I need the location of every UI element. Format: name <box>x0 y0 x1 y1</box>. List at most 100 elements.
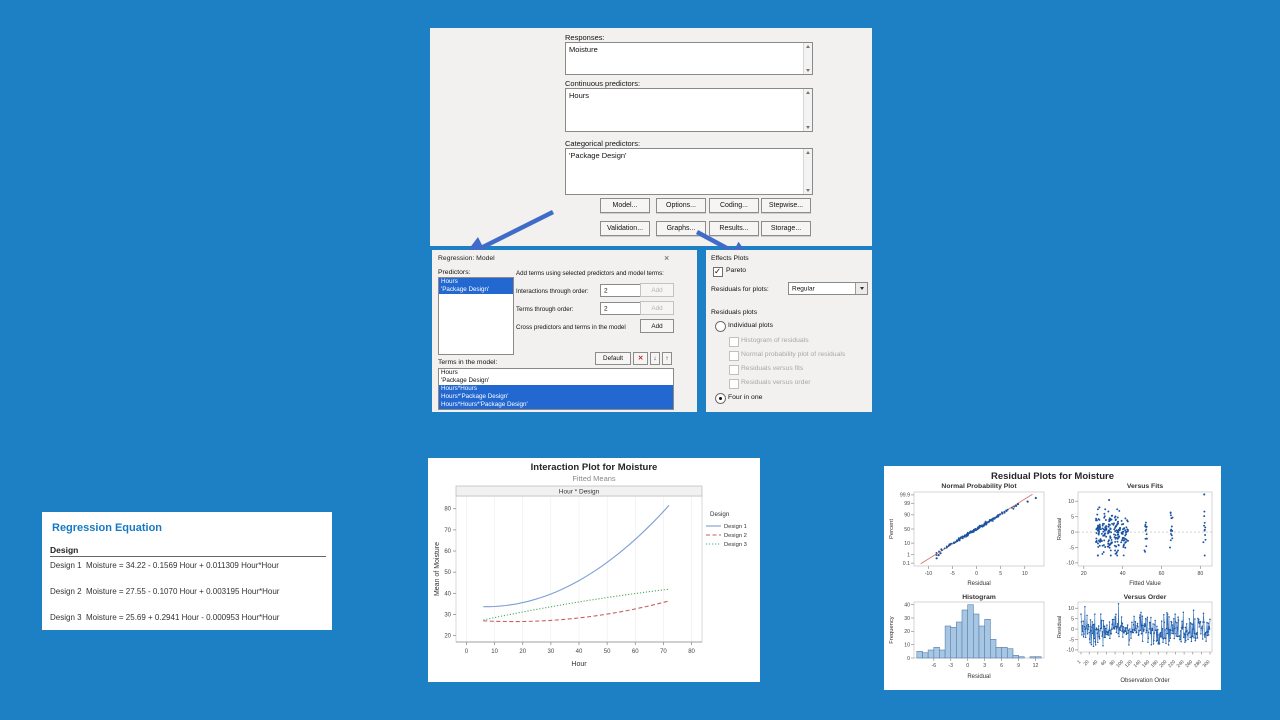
versus-fits-plot: Versus Fits -10 -5 0 5 10 20 40 60 80 Fitted Value… <box>1057 483 1213 587</box>
histogram-residuals-checkbox[interactable] <box>729 337 739 347</box>
interactions-order-label: Interactions through order: <box>516 288 589 295</box>
svg-text:30: 30 <box>548 649 555 655</box>
list-item[interactable]: Hours*Hours <box>439 385 673 393</box>
predictors-list[interactable]: Hours 'Package Design' <box>438 277 514 355</box>
list-item[interactable]: 'Package Design' <box>439 286 513 294</box>
histogram-residuals-label: Histogram of residuals <box>741 337 809 344</box>
options-button[interactable]: Options... <box>656 198 706 213</box>
svg-text:6: 6 <box>1000 663 1003 669</box>
svg-text:80: 80 <box>1108 659 1116 667</box>
svg-text:0.1: 0.1 <box>903 561 910 567</box>
add-terms-button: Add <box>640 301 674 315</box>
scroll-up-icon[interactable] <box>806 91 810 94</box>
svg-text:Observation Order: Observation Order <box>1120 678 1169 684</box>
svg-text:99: 99 <box>904 501 910 507</box>
equation-text: Moisture = 25.69 + 0.2941 Hour - 0.00095… <box>86 613 280 622</box>
responses-value: Moisture <box>569 45 598 54</box>
svg-text:1: 1 <box>907 552 910 558</box>
terms-list[interactable]: Hours 'Package Design' Hours*Hours Hours… <box>438 368 674 410</box>
close-icon[interactable]: × <box>664 253 670 263</box>
list-item[interactable]: Hours <box>441 369 458 376</box>
categorical-predictors-input[interactable]: 'Package Design' <box>565 148 813 195</box>
stepwise-button[interactable]: Stepwise... <box>761 198 811 213</box>
design-column-header: Design <box>50 545 79 555</box>
categorical-predictors-value: 'Package Design' <box>569 151 627 160</box>
residuals-versus-fits-checkbox[interactable] <box>729 365 739 375</box>
svg-text:90: 90 <box>904 513 910 519</box>
individual-plots-radio[interactable] <box>715 321 726 332</box>
svg-text:Versus Order: Versus Order <box>1124 594 1167 601</box>
pareto-checkbox[interactable] <box>713 266 723 277</box>
model-button[interactable]: Model... <box>600 198 650 213</box>
design-label: Design 3 <box>50 613 82 622</box>
regression-equation-title: Regression Equation <box>52 522 163 534</box>
delete-term-icon[interactable]: ✕ <box>633 352 648 365</box>
scroll-down-icon[interactable] <box>806 69 810 72</box>
list-item[interactable]: Hours*Hours*'Package Design' <box>439 401 673 409</box>
svg-text:5: 5 <box>999 571 1002 577</box>
storage-button[interactable]: Storage... <box>761 221 811 236</box>
scroll-up-icon[interactable] <box>806 151 810 154</box>
residuals-for-plots-select[interactable]: Regular <box>788 282 868 295</box>
move-up-icon[interactable]: ↑ <box>662 352 672 365</box>
svg-text:220: 220 <box>1167 659 1177 669</box>
svg-text:80: 80 <box>444 507 451 513</box>
scrollbar[interactable] <box>803 149 812 194</box>
svg-text:0: 0 <box>975 571 978 577</box>
svg-text:-3: -3 <box>948 663 953 669</box>
predictors-label: Predictors: <box>438 269 471 276</box>
svg-text:60: 60 <box>632 649 639 655</box>
scrollbar[interactable] <box>803 43 812 74</box>
svg-text:20: 20 <box>1083 659 1091 667</box>
default-button[interactable]: Default <box>595 352 631 365</box>
svg-text:99.9: 99.9 <box>900 493 910 499</box>
normal-probability-plot: Normal Probability Plot0.111050909999.9-… <box>889 483 1045 587</box>
terms-order-value: 2 <box>604 305 608 312</box>
list-item[interactable]: 'Package Design' <box>441 377 490 384</box>
svg-text:Hour * Design: Hour * Design <box>559 489 600 496</box>
svg-text:Residual: Residual <box>967 674 990 680</box>
scrollbar[interactable] <box>803 89 812 131</box>
continuous-predictors-input[interactable]: Hours <box>565 88 813 132</box>
svg-text:Versus Fits: Versus Fits <box>1127 483 1163 490</box>
scroll-down-icon[interactable] <box>806 126 810 129</box>
coding-button[interactable]: Coding... <box>709 198 759 213</box>
responses-input[interactable]: Moisture <box>565 42 813 75</box>
pareto-label: Pareto <box>726 267 747 274</box>
validation-button[interactable]: Validation... <box>600 221 650 236</box>
svg-text:12: 12 <box>1033 663 1039 669</box>
svg-text:9: 9 <box>1017 663 1020 669</box>
add-cross-button[interactable]: Add <box>640 319 674 333</box>
equation-text: Moisture = 27.55 - 0.1070 Hour + 0.00319… <box>86 587 280 596</box>
svg-text:Residual: Residual <box>1057 518 1063 541</box>
residuals-versus-order-checkbox[interactable] <box>729 379 739 389</box>
svg-text:180: 180 <box>1150 659 1160 669</box>
graphs-button[interactable]: Graphs... <box>656 221 706 236</box>
svg-text:100: 100 <box>1115 659 1125 669</box>
scroll-down-icon[interactable] <box>806 189 810 192</box>
model-dialog-title: Regression: Model <box>438 255 495 262</box>
list-item[interactable]: Hours <box>439 278 513 286</box>
svg-text:60: 60 <box>1159 571 1165 577</box>
results-button[interactable]: Results... <box>709 221 759 236</box>
continuous-predictors-value: Hours <box>569 91 590 100</box>
four-in-one-radio[interactable] <box>715 393 726 404</box>
svg-text:Residual: Residual <box>967 581 990 587</box>
scroll-up-icon[interactable] <box>806 45 810 48</box>
interaction-plot-subtitle: Fitted Means <box>572 474 616 483</box>
dropdown-button[interactable] <box>855 283 867 294</box>
svg-text:50: 50 <box>904 527 910 533</box>
svg-text:30: 30 <box>444 612 451 618</box>
normal-probability-checkbox[interactable] <box>729 351 739 361</box>
categorical-predictors-label: Categorical predictors: <box>565 139 641 148</box>
regression-equation-card: Regression Equation Design Design 1 Moist… <box>42 512 332 630</box>
svg-text:240: 240 <box>1176 659 1186 669</box>
list-item[interactable]: Hours*'Package Design' <box>439 393 673 401</box>
svg-text:10: 10 <box>904 541 910 547</box>
move-down-icon[interactable]: ↓ <box>650 352 660 365</box>
equation-text: Moisture = 34.22 - 0.1569 Hour + 0.01130… <box>86 561 279 570</box>
svg-text:10: 10 <box>904 642 910 648</box>
svg-text:80: 80 <box>1197 571 1203 577</box>
svg-text:Design 2: Design 2 <box>724 533 747 539</box>
